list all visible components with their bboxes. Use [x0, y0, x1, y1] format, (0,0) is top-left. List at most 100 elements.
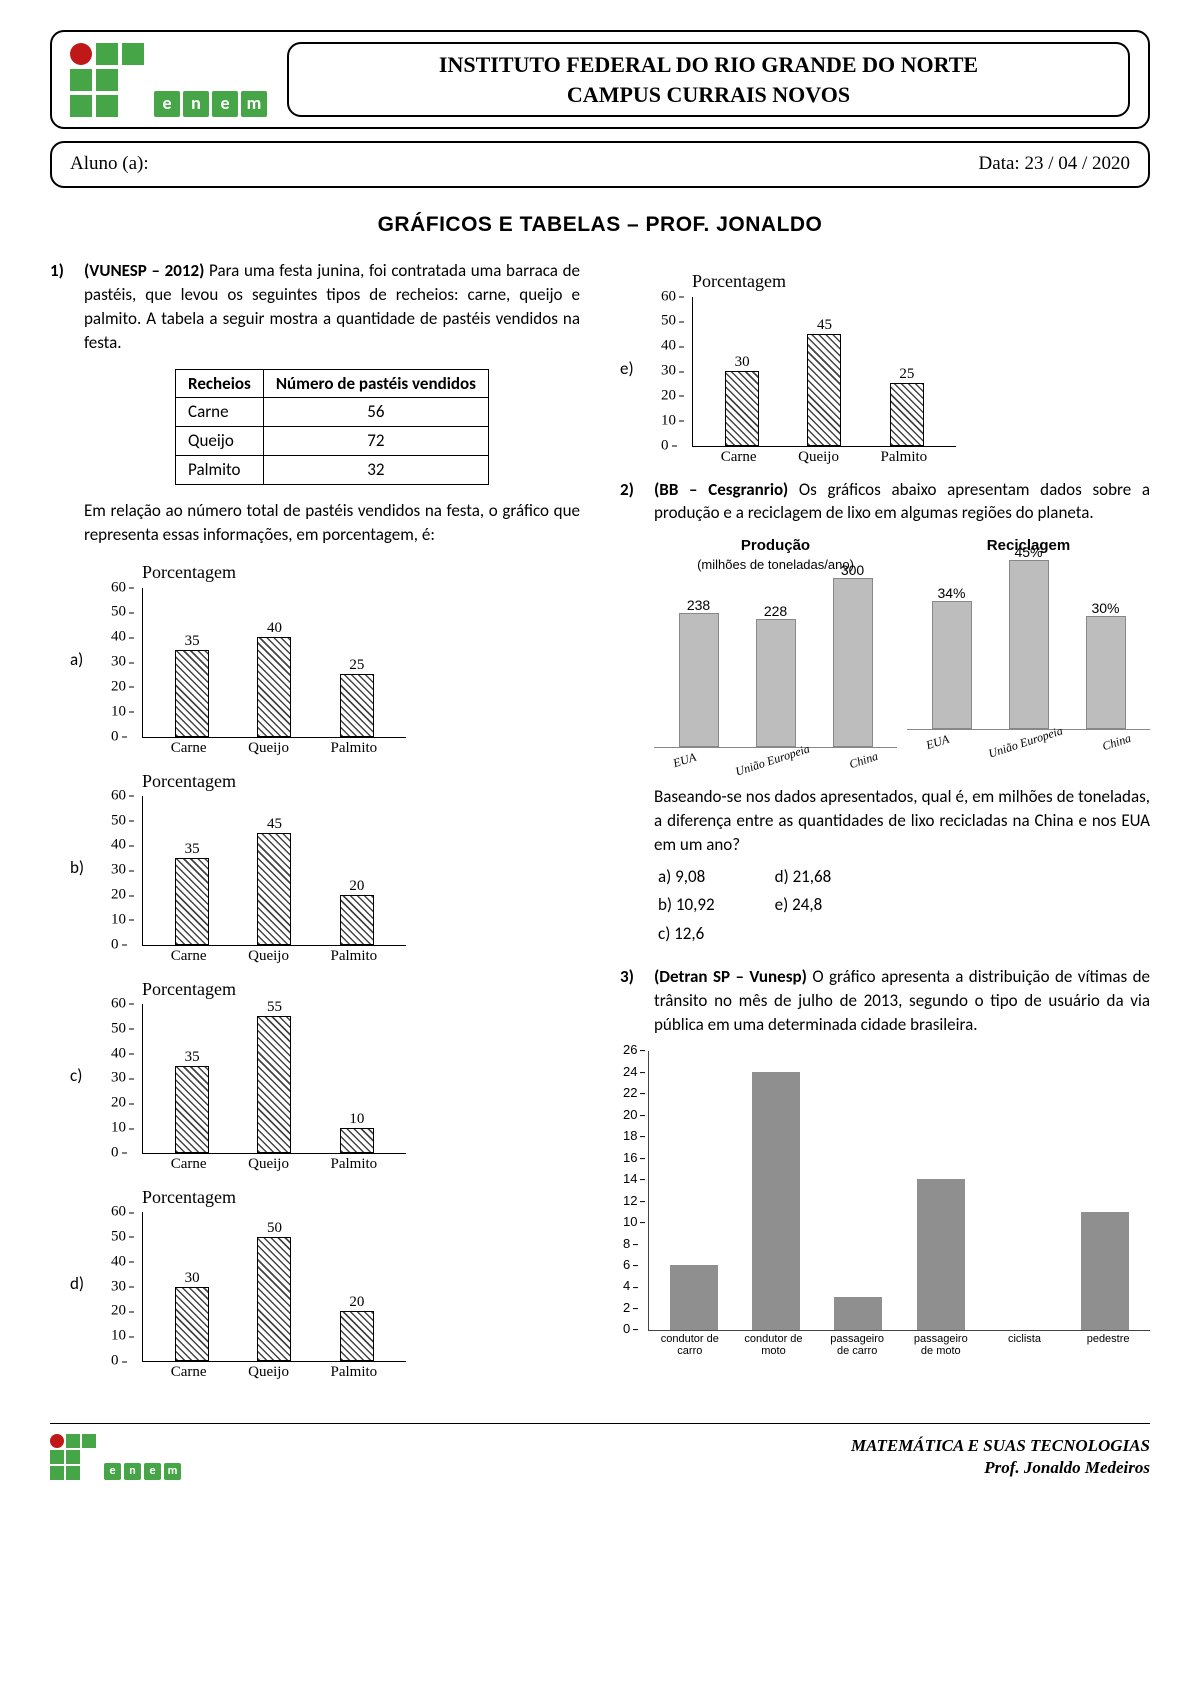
- q2-ans-col2: d) 21,68 e) 24,8: [775, 863, 832, 950]
- q2-bar: 300: [833, 578, 873, 747]
- enem-letter: m: [241, 91, 267, 117]
- bar-value-label: 40: [267, 618, 282, 639]
- y-tick: 50: [111, 1018, 126, 1039]
- date-label: Data: 23 / 04 / 2020: [979, 151, 1130, 178]
- q2-charts: Produção (milhões de toneladas/ano) 2382…: [654, 535, 1150, 769]
- chart-plot: 0102030405060304525: [692, 297, 956, 447]
- q1-th: Número de pastéis vendidos: [263, 369, 488, 398]
- bar-value-label: 238: [687, 596, 710, 616]
- y-tick: 60: [111, 1202, 126, 1223]
- q3-x-axis: condutor de carrocondutor de motopassage…: [648, 1331, 1150, 1358]
- y-tick: 6: [623, 1256, 630, 1274]
- chart-bar: 25: [340, 674, 374, 736]
- chart-x-axis: CarneQueijoPalmito: [142, 1154, 406, 1175]
- footer: e n e m MATEMÁTICA E SUAS TECNOLOGIAS Pr…: [50, 1423, 1150, 1480]
- y-tick: 30: [111, 1276, 126, 1297]
- chart-plot: 0102030405060354520: [142, 796, 406, 946]
- y-tick: 60: [661, 286, 676, 307]
- q1-text-b: Em relação ao número total de pastéis ve…: [84, 499, 580, 547]
- q2-bar: 45%: [1009, 560, 1049, 729]
- q3-num: 3): [620, 965, 644, 1036]
- y-tick: 50: [111, 810, 126, 831]
- y-tick: 50: [111, 602, 126, 623]
- q1-option-b: b)Porcentagem0102030405060354520CarneQue…: [70, 769, 580, 967]
- q1-source: (VUNESP – 2012): [84, 260, 204, 281]
- y-tick: 10: [661, 410, 676, 431]
- bar-value-label: 25: [899, 364, 914, 385]
- q2-rec-x: EUAUnião EuropeiaChina: [907, 730, 1150, 751]
- y-tick: 30: [111, 652, 126, 673]
- bar-value-label: 45: [817, 315, 832, 336]
- y-tick: 40: [111, 1251, 126, 1272]
- y-tick: 20: [111, 1093, 126, 1114]
- y-tick: 20: [623, 1106, 637, 1124]
- option-label: d): [70, 1272, 92, 1296]
- q1-option-d: d)Porcentagem0102030405060305020CarneQue…: [70, 1185, 580, 1383]
- y-tick: 26: [623, 1041, 637, 1059]
- q3-bar: [670, 1265, 718, 1329]
- q1-td: 56: [263, 398, 488, 427]
- footer-line1: MATEMÁTICA E SUAS TECNOLOGIAS: [851, 1435, 1150, 1457]
- x-category: Palmito: [881, 447, 928, 468]
- y-tick: 10: [111, 701, 126, 722]
- logo-sq: [96, 95, 118, 117]
- q1-option-e-slot: e)Porcentagem0102030405060304525CarneQue…: [620, 269, 1150, 467]
- page: e n e m INSTITUTO FEDERAL DO RIO GRANDE …: [0, 0, 1200, 1500]
- q1-td: Queijo: [176, 427, 264, 456]
- header-box: e n e m INSTITUTO FEDERAL DO RIO GRANDE …: [50, 30, 1150, 129]
- institution-name: INSTITUTO FEDERAL DO RIO GRANDE DO NORTE: [309, 50, 1108, 80]
- x-category: Palmito: [331, 738, 378, 759]
- bar-value-label: 35: [185, 839, 200, 860]
- q3-bar: [752, 1072, 800, 1330]
- q2-answers: a) 9,08 b) 10,92 c) 12,6 d) 21,68 e) 24,…: [654, 863, 1150, 950]
- enem-letter: n: [183, 91, 209, 117]
- x-category: Queijo: [248, 1154, 289, 1175]
- bar-value-label: 45: [267, 814, 282, 835]
- y-tick: 0: [111, 726, 119, 747]
- mini-bar-chart: Porcentagem0102030405060304525CarneQueij…: [656, 269, 956, 467]
- chart-bar: 40: [257, 637, 291, 736]
- x-category: Carne: [171, 946, 207, 967]
- enem-letter: e: [104, 1463, 121, 1480]
- mini-bar-chart: Porcentagem0102030405060305020CarneQueij…: [106, 1185, 406, 1383]
- logo-sq: [96, 43, 118, 65]
- logo-sq: [70, 69, 92, 91]
- right-column: e)Porcentagem0102030405060304525CarneQue…: [620, 259, 1150, 1393]
- bar-value-label: 10: [349, 1109, 364, 1130]
- q3-bar: [917, 1179, 965, 1329]
- q2-ans: a) 9,08: [658, 863, 715, 892]
- x-category: Carne: [171, 1362, 207, 1383]
- q3-source: (Detran SP – Vunesp): [654, 966, 807, 987]
- chart-x-axis: CarneQueijoPalmito: [142, 1362, 406, 1383]
- bar-value-label: 30: [185, 1268, 200, 1289]
- y-tick: 24: [623, 1063, 637, 1081]
- y-tick: 30: [111, 1068, 126, 1089]
- y-tick: 60: [111, 785, 126, 806]
- question-3: 3) (Detran SP – Vunesp) O gráfico aprese…: [620, 965, 1150, 1036]
- x-category: Queijo: [248, 1362, 289, 1383]
- y-tick: 22: [623, 1084, 637, 1102]
- y-tick: 10: [111, 909, 126, 930]
- y-tick: 20: [111, 1301, 126, 1322]
- x-category: pedestre: [1078, 1333, 1138, 1358]
- footer-logo: e n e m: [50, 1434, 181, 1480]
- q2-bar: 238: [679, 613, 719, 747]
- q2-ans-col1: a) 9,08 b) 10,92 c) 12,6: [658, 863, 715, 950]
- y-tick: 60: [111, 993, 126, 1014]
- y-tick: 40: [111, 627, 126, 648]
- bar-value-label: 30: [735, 352, 750, 373]
- q2-bar: 30%: [1086, 616, 1126, 729]
- chart-x-axis: CarneQueijoPalmito: [692, 447, 956, 468]
- x-category: condutor de carro: [660, 1333, 720, 1358]
- bar-value-label: 20: [349, 1292, 364, 1313]
- bar-value-label: 34%: [937, 584, 965, 604]
- y-tick: 10: [111, 1118, 126, 1139]
- enem-word: e n e m: [154, 91, 267, 117]
- logo-sq: [122, 43, 144, 65]
- enem-letter: m: [164, 1463, 181, 1480]
- title-box: INSTITUTO FEDERAL DO RIO GRANDE DO NORTE…: [287, 42, 1130, 117]
- x-category: Palmito: [331, 1154, 378, 1175]
- y-tick: 60: [111, 577, 126, 598]
- q1-td: Carne: [176, 398, 264, 427]
- x-category: Carne: [171, 738, 207, 759]
